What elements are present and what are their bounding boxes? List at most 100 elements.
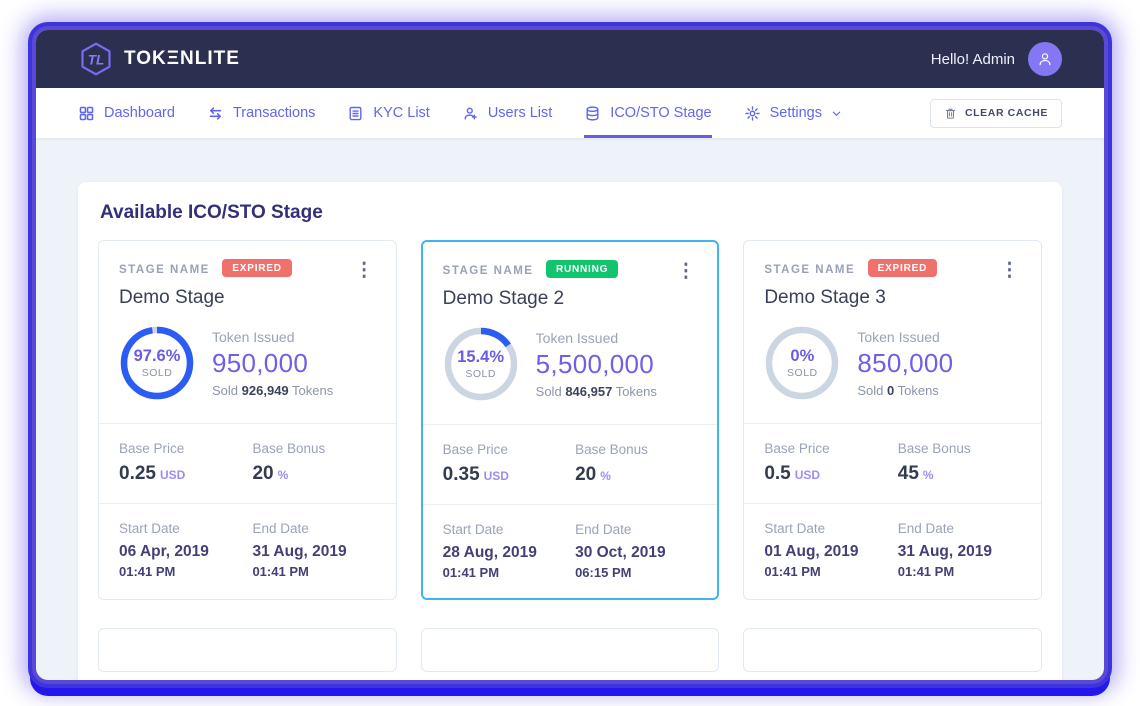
topbar: TL TOKΞNLITE Hello! Admin	[36, 30, 1104, 88]
dashboard-icon	[79, 106, 94, 120]
token-issued-value: 850,000	[857, 347, 954, 378]
base-bonus-value: 45	[897, 463, 919, 484]
stage-card-demo-stage-3: STAGE NAME EXPIRED ⋮ Demo Stage 3 0% SOL…	[743, 240, 1042, 600]
stage-card-partial	[98, 628, 397, 672]
trash-icon	[945, 108, 956, 119]
start-date-label: Start Date	[764, 521, 826, 536]
end-date-label: End Date	[897, 521, 955, 536]
nav-label: ICO/STO Stage	[610, 105, 712, 121]
base-price-value: 0.25	[119, 463, 156, 484]
base-price-label: Base Price	[442, 442, 508, 457]
stage-title: Demo Stage 2	[442, 288, 565, 309]
main-nav: Dashboard Transactions KYC List Users Li…	[36, 88, 1104, 138]
base-price-value: 0.35	[442, 464, 480, 485]
sold-percent: 97.6%	[133, 347, 181, 365]
transactions-icon	[209, 106, 222, 120]
base-bonus-unit: %	[600, 469, 611, 483]
stage-name-label: STAGE NAME	[442, 265, 534, 277]
sold-tokens-line: Sold 926,949 Tokens	[212, 382, 334, 398]
stage-cards-row: STAGE NAME EXPIRED ⋮ Demo Stage 97.6% SO…	[98, 240, 1042, 600]
brand-logo[interactable]: TL TOKΞNLITE	[78, 41, 240, 77]
nav-item-users-list[interactable]: Users List	[462, 88, 552, 138]
sold-tokens-line: Sold 846,957 Tokens	[535, 383, 657, 399]
end-time-value: 01:41 PM	[252, 564, 309, 579]
stage-cards-row-2	[98, 628, 1042, 672]
base-price-label: Base Price	[119, 441, 185, 456]
stage-card-demo-stage: STAGE NAME EXPIRED ⋮ Demo Stage 97.6% SO…	[98, 240, 397, 600]
gear-icon	[744, 105, 760, 121]
base-bonus-value: 20	[575, 464, 597, 485]
nav-item-kyc-list[interactable]: KYC List	[347, 88, 430, 138]
sold-percent: 0%	[790, 347, 815, 365]
base-bonus-label: Base Bonus	[897, 441, 971, 456]
base-price-label: Base Price	[764, 441, 830, 456]
card-menu-button[interactable]: ⋮	[676, 261, 696, 282]
end-time-value: 06:15 PM	[575, 565, 632, 580]
brand-name: TOKΞNLITE	[124, 48, 240, 69]
token-issued-label: Token Issued	[535, 329, 619, 346]
start-date-label: Start Date	[442, 522, 504, 537]
end-date-label: End Date	[575, 522, 632, 537]
sold-tokens-value: 0	[886, 382, 895, 398]
page-title: Available ICO/STO Stage	[100, 202, 323, 223]
clear-cache-label: CLEAR CACHE	[964, 107, 1048, 119]
end-date-value: 30 Oct, 2019	[575, 544, 666, 561]
sold-percent: 15.4%	[457, 348, 505, 366]
start-time-value: 01:41 PM	[764, 564, 821, 579]
sold-progress-donut: 0% SOLD	[764, 325, 840, 401]
nav-label: Users List	[487, 105, 553, 121]
start-time-value: 01:41 PM	[442, 565, 500, 580]
stage-title: Demo Stage 3	[764, 287, 886, 308]
stage-card-partial	[743, 628, 1042, 672]
brand-hexagon-icon: TL	[81, 42, 111, 76]
sold-progress-donut: 97.6% SOLD	[119, 325, 195, 401]
app-window: TL TOKΞNLITE Hello! Admin Dashboard	[36, 30, 1104, 680]
user-avatar[interactable]	[1028, 42, 1062, 76]
greeting-text: Hello! Admin	[930, 50, 1015, 68]
stages-panel: Available ICO/STO Stage STAGE NAME EXPIR…	[78, 182, 1062, 680]
start-time-value: 01:41 PM	[119, 564, 176, 579]
card-menu-button[interactable]: ⋮	[999, 260, 1019, 281]
nav-item-settings[interactable]: Settings	[744, 88, 842, 138]
stage-title: Demo Stage	[119, 287, 225, 308]
token-issued-value: 950,000	[212, 347, 309, 378]
end-date-label: End Date	[252, 521, 309, 536]
nav-label: Dashboard	[104, 105, 175, 121]
status-badge: EXPIRED	[867, 259, 938, 277]
sold-caption: SOLD	[787, 367, 818, 379]
sold-tokens-value: 846,957	[565, 383, 613, 399]
coins-stack-icon	[586, 105, 599, 121]
sold-tokens-line: Sold 0 Tokens	[857, 382, 939, 398]
base-bonus-unit: %	[277, 468, 289, 482]
token-issued-label: Token Issued	[212, 328, 295, 345]
sold-caption: SOLD	[141, 367, 173, 379]
sold-tokens-value: 926,949	[241, 382, 289, 398]
start-date-value: 01 Aug, 2019	[764, 543, 859, 560]
nav-item-ico-sto-stage[interactable]: ICO/STO Stage	[584, 88, 712, 138]
stage-name-label: STAGE NAME	[119, 264, 210, 276]
base-price-value: 0.5	[764, 463, 791, 484]
base-bonus-label: Base Bonus	[252, 441, 326, 456]
start-date-label: Start Date	[119, 521, 180, 536]
card-menu-button[interactable]: ⋮	[354, 260, 374, 281]
start-date-value: 06 Apr, 2019	[119, 543, 209, 560]
nav-item-transactions[interactable]: Transactions	[207, 88, 315, 138]
users-list-icon	[464, 107, 477, 120]
end-date-value: 31 Aug, 2019	[252, 543, 347, 560]
stage-card-demo-stage-2: STAGE NAME RUNNING ⋮ Demo Stage 2 15.4% …	[420, 240, 720, 600]
start-date-value: 28 Aug, 2019	[442, 544, 537, 561]
base-bonus-label: Base Bonus	[575, 442, 648, 457]
clear-cache-button[interactable]: CLEAR CACHE	[929, 98, 1062, 128]
end-time-value: 01:41 PM	[897, 564, 955, 579]
sold-progress-donut: 15.4% SOLD	[443, 326, 519, 402]
status-badge: RUNNING	[545, 260, 619, 278]
end-date-value: 31 Aug, 2019	[897, 543, 992, 560]
nav-label: Transactions	[232, 105, 316, 121]
nav-label: KYC List	[373, 105, 430, 121]
stage-card-partial	[420, 628, 720, 672]
stage-name-label: STAGE NAME	[764, 264, 856, 276]
kyc-list-icon	[349, 106, 362, 120]
nav-item-dashboard[interactable]: Dashboard	[78, 88, 175, 138]
token-issued-value: 5,500,000	[535, 348, 655, 379]
base-price-unit: USD	[159, 468, 186, 482]
